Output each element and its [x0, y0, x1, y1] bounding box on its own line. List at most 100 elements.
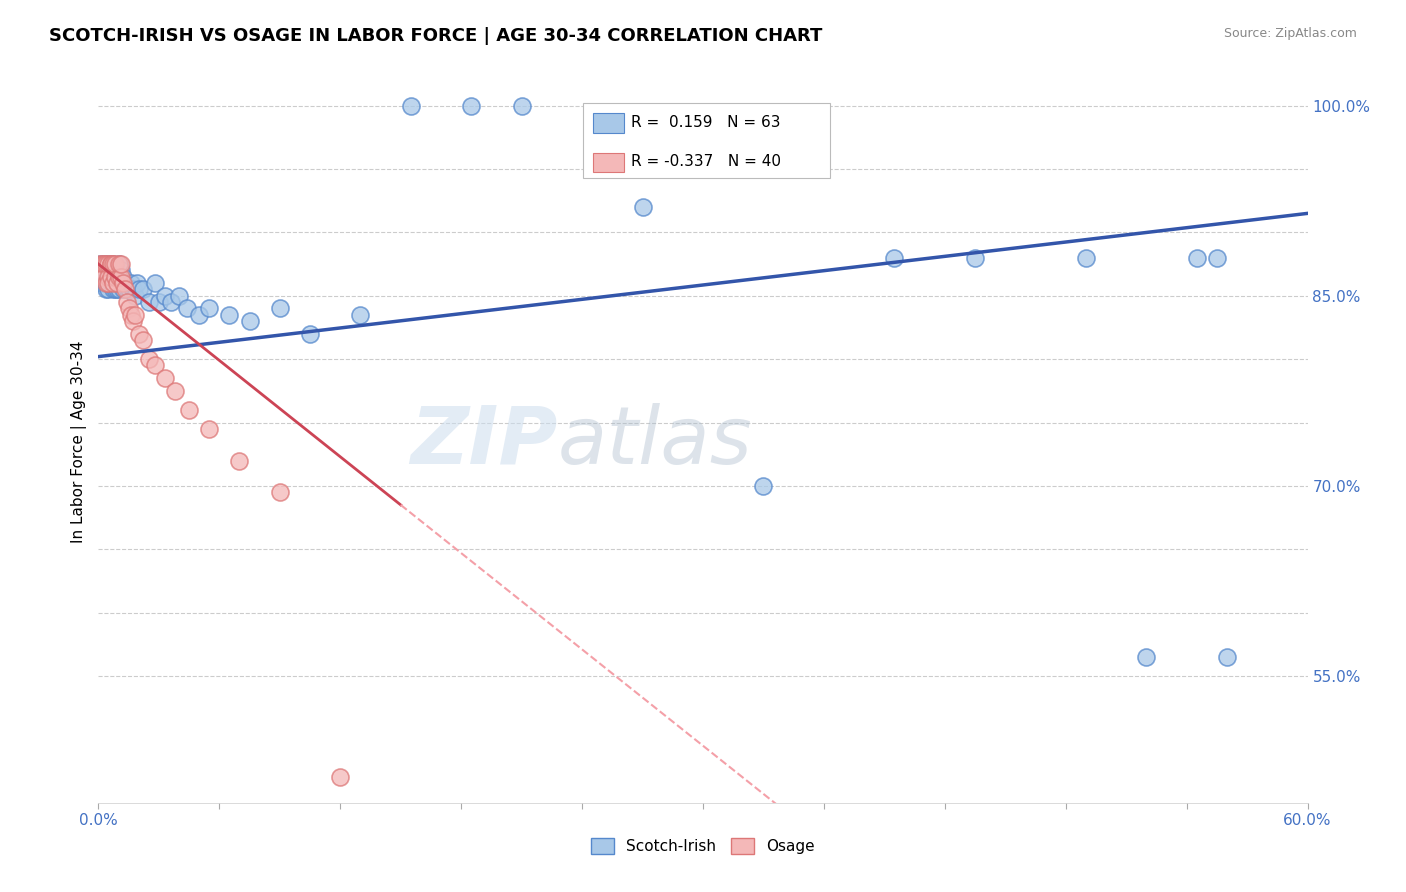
Point: [124, 289, 146, 303]
Point: [100, 263, 122, 277]
Point: [228, 453, 250, 467]
Point: [107, 269, 129, 284]
Point: [153, 371, 176, 385]
Point: [460, 98, 482, 112]
Point: [96, 263, 118, 277]
Point: [97, 269, 120, 284]
Point: [91, 257, 114, 271]
Point: [114, 276, 136, 290]
Point: [115, 282, 138, 296]
Legend: Scotch-Irish, Osage: Scotch-Irish, Osage: [585, 832, 821, 860]
Point: [97, 257, 120, 271]
Point: [121, 282, 143, 296]
Point: [269, 301, 291, 316]
Point: [198, 422, 221, 436]
Point: [103, 263, 125, 277]
Point: [111, 276, 134, 290]
Point: [110, 257, 132, 271]
Point: [349, 308, 371, 322]
Point: [107, 257, 129, 271]
Point: [93, 276, 115, 290]
Point: [1185, 251, 1208, 265]
Point: [153, 289, 176, 303]
Text: ZIP: ZIP: [411, 402, 558, 481]
Point: [115, 295, 138, 310]
Point: [93, 257, 115, 271]
Point: [101, 257, 124, 271]
Point: [100, 276, 122, 290]
Point: [91, 263, 114, 277]
Point: [100, 257, 122, 271]
Point: [965, 251, 987, 265]
Point: [100, 276, 122, 290]
Point: [110, 276, 132, 290]
Point: [218, 308, 240, 322]
Point: [132, 333, 155, 347]
Point: [269, 485, 291, 500]
Point: [124, 308, 146, 322]
Point: [167, 289, 190, 303]
Point: [179, 402, 201, 417]
Text: Source: ZipAtlas.com: Source: ZipAtlas.com: [1223, 27, 1357, 40]
Point: [101, 257, 124, 271]
Point: [399, 98, 422, 112]
Point: [128, 326, 150, 341]
Point: [1074, 251, 1097, 265]
Text: R = -0.337   N = 40: R = -0.337 N = 40: [631, 154, 782, 169]
Point: [120, 308, 142, 322]
Point: [110, 269, 132, 284]
Point: [631, 200, 654, 214]
Point: [510, 98, 533, 112]
Point: [96, 257, 118, 271]
Point: [163, 384, 186, 398]
Point: [143, 276, 166, 290]
Point: [329, 771, 352, 785]
Point: [111, 269, 134, 284]
Point: [103, 282, 125, 296]
Point: [101, 282, 124, 296]
Point: [188, 308, 211, 322]
Point: [107, 282, 129, 296]
Point: [103, 257, 125, 271]
Text: R =  0.159   N = 63: R = 0.159 N = 63: [631, 115, 780, 129]
Point: [111, 282, 134, 296]
Point: [125, 276, 148, 290]
Point: [120, 276, 142, 290]
Point: [1206, 251, 1229, 265]
Point: [299, 326, 322, 341]
Point: [100, 269, 122, 284]
Point: [148, 295, 170, 310]
Point: [239, 314, 262, 328]
Point: [97, 269, 120, 284]
Point: [103, 269, 125, 284]
Point: [91, 276, 114, 290]
Y-axis label: In Labor Force | Age 30-34: In Labor Force | Age 30-34: [72, 340, 87, 543]
Point: [118, 282, 141, 296]
Point: [883, 251, 905, 265]
Point: [176, 301, 198, 316]
Point: [132, 282, 155, 296]
Point: [110, 263, 132, 277]
Point: [105, 276, 128, 290]
Point: [138, 352, 160, 367]
Point: [138, 295, 160, 310]
Point: [118, 301, 141, 316]
Point: [101, 276, 124, 290]
Point: [97, 282, 120, 296]
Point: [97, 257, 120, 271]
Point: [107, 257, 129, 271]
Point: [103, 276, 125, 290]
Point: [107, 269, 129, 284]
Point: [1216, 650, 1239, 665]
Point: [121, 314, 143, 328]
Point: [1135, 650, 1157, 665]
Point: [89, 257, 111, 271]
Point: [752, 479, 775, 493]
Point: [128, 282, 150, 296]
Point: [93, 257, 115, 271]
Point: [93, 269, 115, 284]
Point: [100, 257, 122, 271]
Text: atlas: atlas: [558, 402, 752, 481]
Point: [96, 276, 118, 290]
Point: [101, 269, 124, 284]
